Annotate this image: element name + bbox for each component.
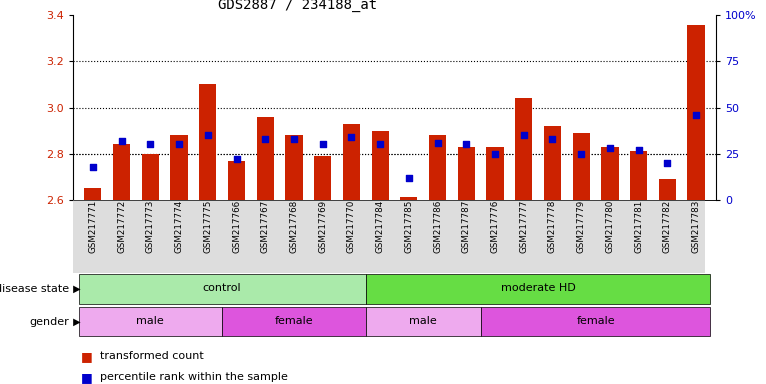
FancyBboxPatch shape	[79, 274, 366, 304]
Text: male: male	[409, 316, 437, 326]
Text: GSM217767: GSM217767	[260, 200, 270, 253]
Text: GSM217783: GSM217783	[692, 200, 701, 253]
Text: female: female	[576, 316, 615, 326]
Text: percentile rank within the sample: percentile rank within the sample	[100, 372, 287, 382]
Point	[575, 151, 588, 157]
Text: GSM217785: GSM217785	[404, 200, 414, 253]
Bar	[429, 135, 446, 200]
FancyBboxPatch shape	[366, 274, 710, 304]
FancyBboxPatch shape	[366, 307, 481, 336]
Text: female: female	[275, 316, 313, 326]
Text: GSM217774: GSM217774	[175, 200, 184, 253]
Bar	[601, 147, 619, 200]
Text: GSM217781: GSM217781	[634, 200, 643, 253]
Text: GSM217786: GSM217786	[433, 200, 442, 253]
Text: GSM217770: GSM217770	[347, 200, 356, 253]
Text: transformed count: transformed count	[100, 351, 203, 361]
Text: GSM217782: GSM217782	[663, 200, 672, 253]
Bar	[486, 147, 504, 200]
FancyBboxPatch shape	[79, 307, 222, 336]
Text: disease state: disease state	[0, 284, 69, 294]
Text: GSM217766: GSM217766	[232, 200, 241, 253]
Bar	[401, 197, 417, 200]
Text: GSM217776: GSM217776	[490, 200, 499, 253]
Bar	[515, 98, 532, 200]
Point	[231, 156, 243, 162]
Bar	[199, 84, 217, 200]
Text: moderate HD: moderate HD	[501, 283, 575, 293]
Point	[690, 112, 702, 118]
Point	[661, 160, 673, 166]
Point	[316, 141, 329, 147]
Text: ■: ■	[80, 371, 92, 384]
Bar	[228, 161, 245, 200]
Point	[403, 174, 415, 180]
Point	[460, 141, 473, 147]
Bar	[286, 135, 303, 200]
Text: male: male	[136, 316, 164, 326]
Point	[489, 151, 501, 157]
Text: GSM217769: GSM217769	[318, 200, 327, 253]
Bar	[257, 117, 274, 200]
Text: ■: ■	[80, 350, 92, 363]
Point	[116, 137, 128, 144]
Bar	[458, 147, 475, 200]
Text: GSM217775: GSM217775	[203, 200, 212, 253]
Point	[374, 141, 386, 147]
Bar	[687, 25, 705, 200]
Point	[288, 136, 300, 142]
Text: GSM217768: GSM217768	[290, 200, 299, 253]
Bar	[573, 133, 590, 200]
Point	[259, 136, 271, 142]
Bar	[113, 144, 130, 200]
Point	[518, 132, 530, 138]
Text: GDS2887 / 234188_at: GDS2887 / 234188_at	[218, 0, 378, 12]
Point	[201, 132, 214, 138]
Text: ▶: ▶	[70, 284, 81, 294]
Point	[633, 147, 645, 153]
Text: GSM217777: GSM217777	[519, 200, 529, 253]
Point	[173, 141, 185, 147]
FancyBboxPatch shape	[481, 307, 710, 336]
Bar	[544, 126, 561, 200]
Bar	[84, 188, 101, 200]
Point	[144, 141, 156, 147]
Text: GSM217779: GSM217779	[577, 200, 586, 253]
Point	[604, 145, 616, 151]
Point	[546, 136, 558, 142]
Text: gender: gender	[29, 316, 69, 327]
Text: GSM217772: GSM217772	[117, 200, 126, 253]
FancyBboxPatch shape	[222, 307, 366, 336]
Bar	[314, 156, 332, 200]
Text: GSM217784: GSM217784	[375, 200, 385, 253]
Text: GSM217778: GSM217778	[548, 200, 557, 253]
Text: ▶: ▶	[70, 316, 81, 327]
Text: control: control	[203, 283, 241, 293]
Bar	[630, 151, 647, 200]
Bar	[170, 135, 188, 200]
Text: GSM217771: GSM217771	[88, 200, 97, 253]
Text: GSM217787: GSM217787	[462, 200, 471, 253]
Point	[345, 134, 358, 140]
Text: GSM217773: GSM217773	[146, 200, 155, 253]
Text: GSM217780: GSM217780	[605, 200, 614, 253]
Bar	[659, 179, 676, 200]
Bar	[142, 154, 159, 200]
FancyBboxPatch shape	[73, 200, 705, 273]
Point	[431, 139, 444, 146]
Bar	[342, 124, 360, 200]
Bar	[372, 131, 389, 200]
Point	[87, 164, 99, 170]
